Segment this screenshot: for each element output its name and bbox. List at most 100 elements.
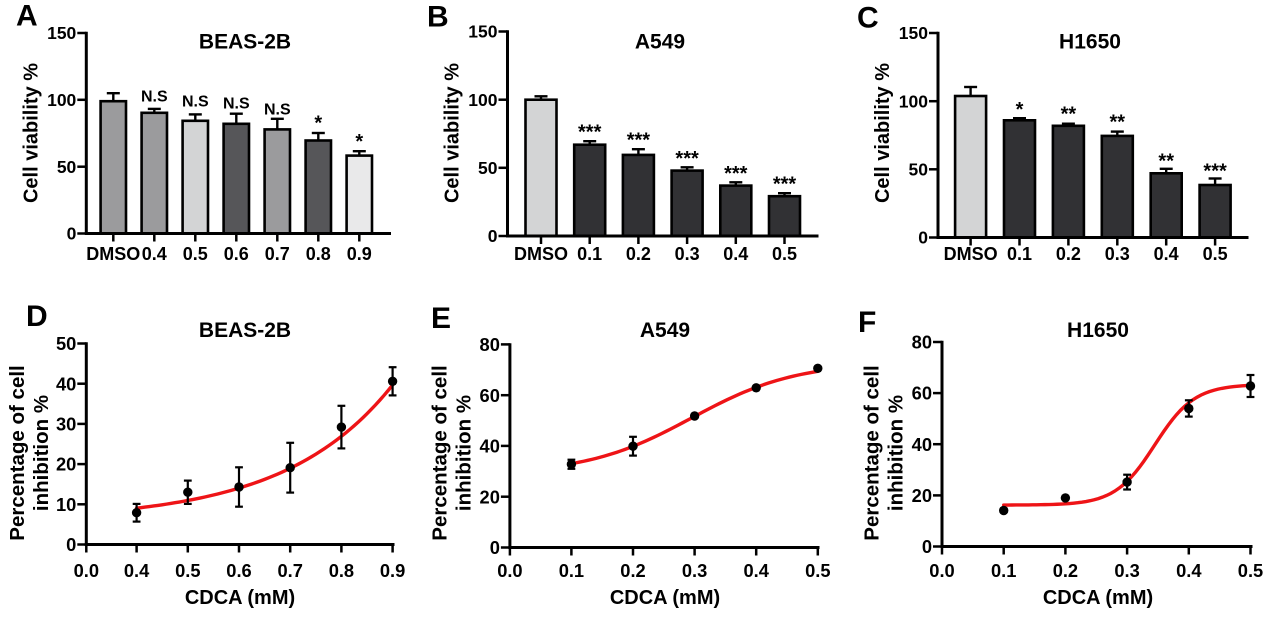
svg-text:0.5: 0.5 (1238, 560, 1263, 581)
svg-text:0.3: 0.3 (1105, 244, 1130, 264)
svg-text:10: 10 (56, 494, 76, 515)
svg-text:150: 150 (47, 23, 76, 43)
svg-text:Percentage of cell: Percentage of cell (429, 365, 452, 540)
svg-text:0.6: 0.6 (226, 560, 251, 581)
svg-text:0.9: 0.9 (380, 560, 405, 581)
svg-text:C: C (857, 2, 879, 35)
svg-text:0.2: 0.2 (1053, 560, 1078, 581)
svg-text:0.1: 0.1 (559, 560, 584, 581)
svg-text:0.7: 0.7 (265, 244, 290, 264)
svg-text:*: * (355, 131, 363, 153)
svg-text:20: 20 (56, 454, 76, 475)
svg-text:0.1: 0.1 (1007, 244, 1032, 264)
svg-text:50: 50 (56, 333, 76, 354)
svg-text:DMSO: DMSO (944, 244, 998, 264)
svg-text:Cell viability %: Cell viability % (20, 63, 42, 203)
svg-text:Percentage of cell: Percentage of cell (861, 365, 884, 540)
svg-text:CDCA (mM): CDCA (mM) (185, 587, 295, 609)
svg-text:B: B (427, 1, 449, 34)
svg-text:0.2: 0.2 (620, 560, 645, 581)
svg-text:0.7: 0.7 (277, 560, 302, 581)
svg-text:0.5: 0.5 (1203, 244, 1228, 264)
svg-text:E: E (431, 302, 451, 335)
svg-text:0.5: 0.5 (183, 244, 208, 264)
svg-text:0: 0 (918, 228, 928, 248)
svg-text:0: 0 (66, 534, 76, 555)
svg-text:0.8: 0.8 (306, 244, 331, 264)
svg-text:0.0: 0.0 (74, 560, 99, 581)
svg-text:80: 80 (912, 332, 932, 353)
svg-text:0.5: 0.5 (805, 560, 830, 581)
svg-text:0: 0 (67, 224, 77, 244)
svg-text:BEAS-2B: BEAS-2B (199, 319, 291, 342)
svg-text:100: 100 (47, 90, 76, 110)
svg-text:0.4: 0.4 (723, 244, 748, 264)
svg-text:F: F (858, 306, 876, 339)
svg-text:***: *** (627, 130, 651, 152)
svg-text:D: D (26, 300, 48, 333)
svg-text:N.S: N.S (182, 94, 209, 111)
svg-text:CDCA (mM): CDCA (mM) (1043, 587, 1153, 609)
svg-text:80: 80 (480, 334, 500, 355)
svg-text:0.0: 0.0 (497, 560, 522, 581)
svg-text:0.4: 0.4 (142, 244, 167, 264)
svg-text:Percentage of cell: Percentage of cell (6, 365, 29, 540)
svg-text:A549: A549 (635, 31, 685, 54)
svg-text:0.1: 0.1 (991, 560, 1016, 581)
svg-text:0.2: 0.2 (626, 244, 651, 264)
svg-text:0.6: 0.6 (224, 244, 249, 264)
svg-text:0.2: 0.2 (1056, 244, 1081, 264)
svg-text:Cell viability %: Cell viability % (442, 63, 464, 203)
svg-text:*: * (1016, 99, 1024, 121)
svg-text:0.4: 0.4 (743, 560, 769, 581)
svg-text:150: 150 (468, 22, 497, 42)
svg-text:0.5: 0.5 (175, 560, 200, 581)
svg-text:**: ** (1110, 111, 1126, 133)
svg-text:***: *** (675, 148, 699, 170)
svg-text:DMSO: DMSO (86, 244, 140, 264)
svg-text:*: * (314, 113, 322, 135)
svg-text:inhibition %: inhibition % (885, 395, 908, 511)
svg-text:BEAS-2B: BEAS-2B (199, 31, 291, 54)
svg-text:***: *** (578, 122, 602, 144)
svg-text:20: 20 (480, 486, 500, 507)
svg-text:0.4: 0.4 (124, 560, 150, 581)
svg-text:60: 60 (480, 385, 500, 406)
svg-text:30: 30 (56, 414, 76, 435)
svg-text:CDCA (mM): CDCA (mM) (610, 587, 720, 609)
svg-text:0.0: 0.0 (929, 560, 954, 581)
svg-text:**: ** (1061, 103, 1077, 125)
svg-text:0.3: 0.3 (675, 244, 700, 264)
svg-text:A549: A549 (640, 319, 690, 342)
svg-text:0: 0 (488, 226, 498, 246)
svg-text:H1650: H1650 (1059, 31, 1121, 54)
svg-text:40: 40 (912, 434, 932, 455)
svg-text:***: *** (773, 174, 797, 196)
svg-text:50: 50 (909, 160, 929, 180)
svg-text:N.S: N.S (223, 95, 250, 112)
svg-text:N.S: N.S (141, 89, 168, 106)
svg-text:0.3: 0.3 (1114, 560, 1139, 581)
svg-text:DMSO: DMSO (514, 244, 568, 264)
svg-text:0.4: 0.4 (1176, 560, 1202, 581)
svg-text:0: 0 (922, 536, 932, 557)
svg-text:0.9: 0.9 (347, 244, 372, 264)
svg-text:100: 100 (899, 91, 928, 111)
svg-text:***: *** (724, 163, 748, 185)
svg-text:50: 50 (57, 157, 77, 177)
svg-text:100: 100 (468, 90, 497, 110)
svg-text:0.8: 0.8 (329, 560, 354, 581)
svg-text:H1650: H1650 (1067, 319, 1129, 342)
svg-text:inhibition %: inhibition % (30, 395, 53, 511)
svg-text:**: ** (1158, 151, 1174, 173)
svg-text:150: 150 (899, 23, 928, 43)
svg-text:***: *** (1203, 161, 1227, 183)
svg-text:60: 60 (912, 383, 932, 404)
svg-text:40: 40 (480, 436, 500, 457)
svg-text:0.4: 0.4 (1154, 244, 1179, 264)
svg-text:0.1: 0.1 (577, 244, 602, 264)
svg-text:inhibition %: inhibition % (453, 395, 476, 511)
svg-text:50: 50 (478, 158, 498, 178)
svg-text:0.3: 0.3 (682, 560, 707, 581)
svg-text:Cell viability %: Cell viability % (872, 63, 894, 203)
